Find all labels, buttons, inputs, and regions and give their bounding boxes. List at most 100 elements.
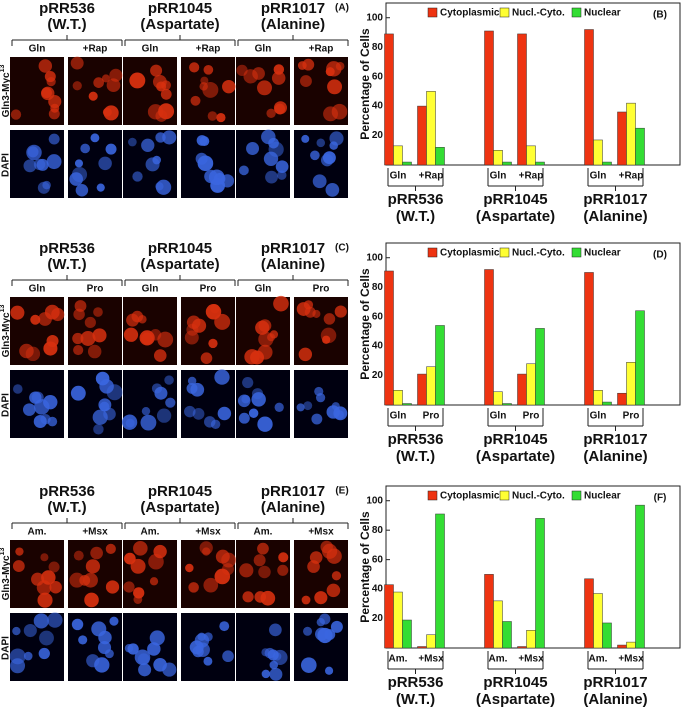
x-tick-label: Gln — [490, 171, 507, 182]
cell — [90, 546, 103, 560]
cell — [329, 131, 344, 146]
cell — [72, 332, 84, 345]
y-axis-label: Percentage of Cells — [358, 268, 372, 380]
bar — [384, 270, 394, 406]
y-tick-label: 80 — [372, 42, 384, 53]
cell — [38, 59, 53, 73]
cell — [217, 406, 232, 421]
cell — [71, 618, 84, 631]
row-label-sup: 13 — [0, 547, 6, 555]
cell — [23, 651, 33, 661]
cell — [85, 559, 101, 574]
cell — [73, 308, 85, 321]
cell — [98, 156, 112, 171]
bar — [393, 390, 403, 406]
cell — [278, 552, 289, 563]
group-sub-label: (W.T.) — [396, 208, 435, 225]
bar — [602, 161, 612, 166]
cell — [155, 182, 164, 191]
cell — [123, 581, 135, 593]
bar — [517, 373, 527, 406]
cell — [192, 407, 205, 420]
cell — [48, 561, 60, 573]
cell — [139, 330, 155, 346]
bar — [493, 600, 503, 649]
row-label: DAPI — [1, 153, 12, 177]
cell — [157, 331, 174, 348]
cell — [200, 76, 209, 85]
cell — [103, 105, 119, 121]
bar — [535, 161, 545, 166]
bar — [402, 161, 412, 166]
micrograph — [123, 540, 177, 608]
x-tick-label: Gln — [590, 411, 607, 422]
group-sub-label: (W.T.) — [396, 448, 435, 465]
strain-name: pRR536 — [39, 0, 95, 17]
cell — [80, 143, 91, 154]
cell — [48, 133, 60, 145]
bar — [435, 147, 445, 166]
group-label: pRR1017 — [583, 191, 647, 208]
y-tick-label: 40 — [372, 101, 384, 112]
condition-label: +Rap — [309, 44, 334, 55]
legend-label: Nuclear — [584, 491, 621, 502]
cell — [121, 414, 138, 430]
cell — [239, 165, 249, 176]
cell — [300, 657, 317, 673]
cell — [153, 349, 167, 362]
y-tick-label: 20 — [372, 130, 384, 141]
cell — [197, 155, 214, 172]
cell — [297, 61, 307, 70]
strain-sub: (Aspartate) — [140, 499, 219, 516]
cell — [222, 650, 234, 663]
cell — [303, 401, 313, 411]
group-sub-label: (Aspartate) — [476, 691, 555, 707]
condition-label: Gln — [29, 284, 46, 295]
group-sub-label: (Alanine) — [583, 208, 647, 225]
cell — [221, 552, 237, 568]
legend-label: Nuclear — [584, 248, 621, 259]
condition-label: +Rap — [83, 44, 108, 55]
cell — [238, 412, 250, 424]
cell — [152, 74, 167, 89]
cell — [277, 564, 289, 576]
bar — [384, 584, 394, 649]
bar — [626, 102, 636, 166]
cell — [84, 316, 96, 329]
strain-sub: (Alanine) — [261, 499, 325, 516]
strain-name: pRR1017 — [261, 240, 325, 257]
condition-label: +Msx — [82, 527, 108, 538]
legend-swatch — [427, 490, 438, 501]
cell — [300, 75, 312, 88]
cell — [210, 419, 221, 430]
cell — [333, 406, 348, 421]
cell — [261, 669, 271, 679]
micrograph — [236, 613, 290, 681]
cell — [13, 384, 23, 394]
x-tick-label: +Msx — [618, 654, 644, 665]
row-label-sup: 13 — [0, 304, 6, 312]
x-tick-label: Am. — [389, 654, 408, 665]
panel-letter: (C) — [335, 243, 349, 254]
cell — [73, 550, 84, 561]
y-tick-label: 40 — [372, 584, 384, 595]
strain-sub: (W.T.) — [47, 256, 86, 273]
row-label: DAPI — [1, 393, 12, 417]
row-label: Gln3-Myc13 — [0, 64, 12, 117]
bar — [435, 325, 445, 406]
legend-swatch — [571, 247, 582, 258]
cell — [84, 592, 99, 608]
cell — [196, 135, 208, 146]
cell — [266, 108, 276, 118]
legend-label: Nucl.-Cyto. — [512, 8, 565, 19]
cell — [12, 626, 21, 636]
cell — [34, 399, 50, 415]
condition-label: Am. — [254, 527, 273, 538]
cell — [309, 551, 323, 564]
condition-label: +Msx — [195, 527, 221, 538]
bar — [417, 646, 427, 649]
cell — [70, 56, 84, 70]
cell — [320, 327, 337, 344]
row-label: Gln3-Myc13 — [0, 547, 12, 600]
condition-label: +Rap — [196, 44, 221, 55]
